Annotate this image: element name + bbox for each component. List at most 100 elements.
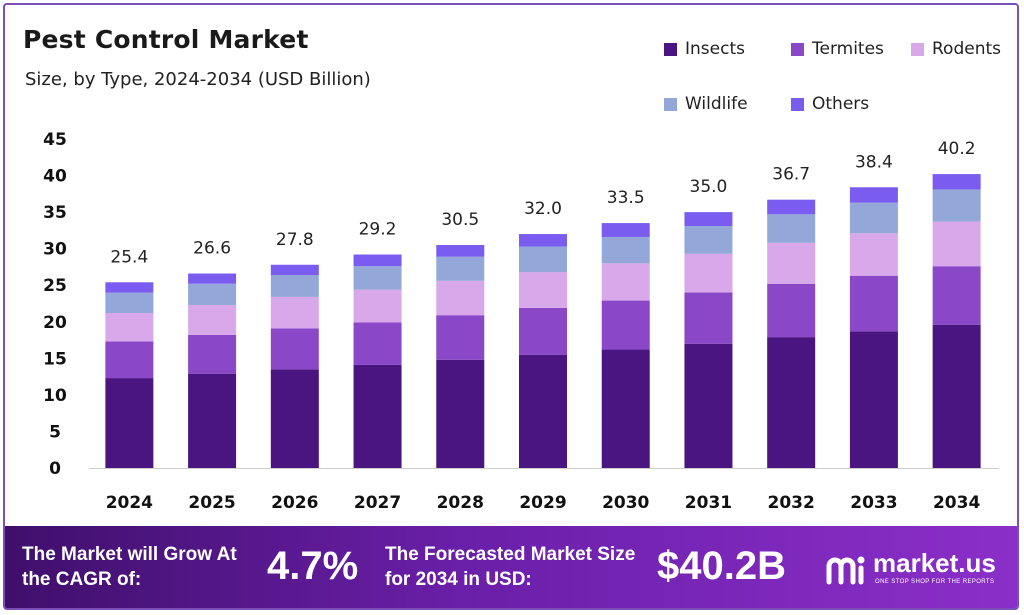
legend-label: Termites: [812, 39, 884, 59]
legend-swatch: [791, 42, 804, 56]
y-tick-label: 35: [43, 203, 67, 223]
bar-segment-wildlife: [767, 214, 816, 243]
bar-segment-wildlife: [601, 236, 650, 264]
bar-segment-termites: [105, 341, 154, 379]
bar-segment-others: [932, 174, 981, 190]
brand-name: market.us: [873, 548, 996, 578]
bar-segment-wildlife: [519, 246, 567, 273]
chart-frame: Pest Control Market Size, by Type, 2024-…: [3, 3, 1019, 610]
y-tick-label: 45: [43, 130, 67, 150]
bar-segment-wildlife: [188, 283, 237, 305]
bar-segment-rodents: [932, 221, 981, 267]
y-tick-label: 30: [43, 240, 67, 260]
legend-swatch: [791, 97, 804, 111]
bar-segment-others: [849, 187, 898, 203]
bar-segment-termites: [436, 315, 485, 360]
bar-segment-others: [353, 254, 402, 267]
bar-segment-rodents: [188, 304, 237, 335]
bar-segment-wildlife: [932, 189, 981, 222]
legend-label: Rodents: [932, 39, 1001, 59]
legend-item-wildlife: Wildlife: [664, 94, 748, 114]
bar-segment-insects: [767, 337, 816, 468]
bar-segment-others: [436, 245, 485, 257]
bar-segment-termites: [684, 292, 733, 344]
bar-segment-insects: [270, 369, 319, 468]
bar-segment-others: [188, 273, 237, 284]
legend-swatch: [664, 97, 677, 111]
x-tick-label: 2028: [437, 493, 484, 513]
legend-item-rodents: Rodents: [911, 39, 1001, 59]
y-tick-label: 5: [49, 422, 61, 442]
x-tick-label: 2033: [850, 493, 897, 513]
bar-segment-rodents: [519, 272, 567, 308]
bar-segment-rodents: [270, 296, 319, 329]
bar-segment-termites: [767, 283, 816, 338]
legend-swatch: [664, 42, 677, 56]
cagr-value: 4.7%: [267, 544, 359, 588]
chart-subtitle: Size, by Type, 2024-2034 (USD Billion): [25, 69, 371, 90]
brand-tagline: ONE STOP SHOP FOR THE REPORTS: [875, 579, 995, 585]
chart-legend: Insects Termites Rodents Wildlife Others: [5, 5, 1017, 125]
bar-segment-others: [767, 199, 816, 215]
bar-segment-wildlife: [353, 266, 402, 290]
chart-title: Pest Control Market: [23, 25, 309, 54]
x-tick-label: 2026: [271, 493, 318, 513]
x-tick-label: 2029: [519, 493, 566, 513]
bar-segment-others: [601, 223, 650, 237]
bar-segment-termites: [353, 322, 402, 365]
bar-segment-rodents: [849, 233, 898, 276]
bar-segment-wildlife: [105, 292, 154, 314]
bar-segment-wildlife: [849, 202, 898, 234]
bar-segment-termites: [849, 275, 898, 332]
y-tick-label: 15: [43, 349, 67, 369]
cagr-label: The Market will Grow At the CAGR of:: [22, 544, 237, 590]
forecast-value: $40.2B: [657, 544, 786, 588]
legend-item-others: Others: [791, 94, 869, 114]
y-tick-label: 40: [43, 167, 67, 187]
legend-label: Insects: [685, 39, 745, 59]
bar-segment-insects: [932, 324, 981, 468]
bar-segment-insects: [849, 331, 898, 468]
market-us-logo-icon: [826, 556, 865, 585]
total-label: 35.0: [690, 177, 728, 197]
total-label: 38.4: [855, 152, 893, 172]
bar-segment-termites: [601, 300, 650, 350]
bar-segment-wildlife: [436, 256, 485, 281]
x-tick-label: 2031: [685, 493, 732, 513]
brand-logo: market.us ONE STOP SHOP FOR THE REPORTS: [825, 546, 1015, 596]
total-label: 26.6: [193, 239, 231, 259]
y-tick-label: 10: [43, 386, 67, 406]
summary-banner: The Market will Grow At the CAGR of: 4.7…: [5, 526, 1017, 608]
x-tick-label: 2025: [188, 493, 235, 513]
bar-segment-others: [270, 264, 319, 275]
stacked-bar-chart: 05101520253035404525.4202426.6202527.820…: [43, 130, 999, 513]
y-tick-label: 25: [43, 276, 67, 296]
legend-item-insects: Insects: [664, 39, 745, 59]
legend-label: Wildlife: [685, 94, 748, 114]
x-tick-label: 2032: [768, 493, 815, 513]
bar-segment-insects: [519, 354, 567, 468]
bar-segment-rodents: [353, 289, 402, 323]
bar-segment-insects: [684, 343, 733, 468]
bar-segment-others: [519, 234, 567, 247]
total-label: 27.8: [276, 230, 314, 250]
bar-segment-termites: [519, 307, 567, 355]
legend-item-termites: Termites: [791, 39, 884, 59]
total-label: 40.2: [938, 139, 976, 159]
bar-segment-others: [684, 212, 733, 227]
bar-segment-insects: [436, 359, 485, 468]
bar-segment-wildlife: [270, 274, 319, 297]
bar-segment-insects: [353, 364, 402, 468]
y-tick-label: 0: [49, 459, 61, 479]
bar-segment-rodents: [105, 313, 154, 342]
bar-segment-insects: [601, 349, 650, 468]
total-label: 33.5: [607, 188, 645, 208]
bar-segment-wildlife: [684, 226, 733, 254]
bar-segment-insects: [188, 373, 237, 468]
bar-segment-rodents: [684, 253, 733, 293]
total-label: 32.0: [524, 199, 562, 219]
bar-segment-insects: [105, 378, 154, 468]
x-tick-label: 2034: [933, 493, 980, 513]
total-label: 29.2: [359, 220, 397, 240]
x-tick-label: 2030: [602, 493, 649, 513]
